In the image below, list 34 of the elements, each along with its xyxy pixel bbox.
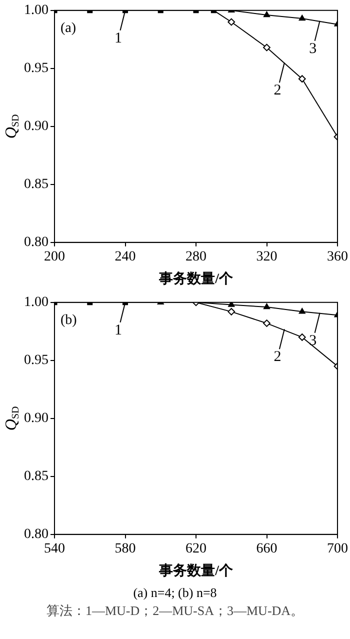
x-tick-label: 540 — [44, 541, 65, 556]
y-tick-label: 0.85 — [24, 177, 48, 192]
annotation: 2 — [274, 349, 282, 366]
x-tick-label: 200 — [44, 249, 65, 264]
x-axis-title: 事务数量/个 — [158, 563, 234, 580]
y-axis-title: QSD — [3, 406, 22, 431]
y-tick-label: 0.95 — [24, 353, 48, 368]
annotation: 3 — [309, 332, 317, 349]
x-tick-label: 240 — [114, 249, 136, 264]
text: (a) — [60, 21, 76, 36]
x-tick-label: 660 — [256, 541, 278, 556]
text: (a) n=4; (b) n=8 — [132, 584, 218, 602]
y-tick-label: 0.95 — [24, 61, 48, 76]
y-tick-label: 0.80 — [24, 527, 48, 542]
x-tick-label: 280 — [186, 249, 206, 264]
annotation: 3 — [309, 40, 317, 57]
x-tick-label: 580 — [114, 541, 136, 556]
y-tick-label: 0.90 — [24, 119, 48, 134]
y-tick-label: 1.00 — [24, 3, 48, 18]
y-tick-label: 1.00 — [24, 295, 48, 310]
y-tick-label: 0.90 — [24, 411, 48, 426]
text: 算法：1—MU-D；2—MU-SA；3—MU-DA。 — [45, 602, 305, 620]
x-tick-label: 620 — [186, 541, 206, 556]
x-tick-label: 360 — [327, 249, 348, 264]
annotation: 2 — [274, 82, 282, 99]
y-tick-label: 0.85 — [24, 469, 48, 484]
text: (b) — [60, 313, 78, 328]
annotation: 1 — [114, 30, 122, 46]
x-tick-label: 320 — [256, 249, 278, 264]
y-axis-title: QSD — [3, 114, 22, 139]
y-tick-label: 0.80 — [24, 235, 48, 250]
x-axis-title: 事务数量/个 — [158, 271, 234, 288]
annotation: 1 — [114, 322, 122, 338]
x-tick-label: 700 — [327, 541, 348, 556]
